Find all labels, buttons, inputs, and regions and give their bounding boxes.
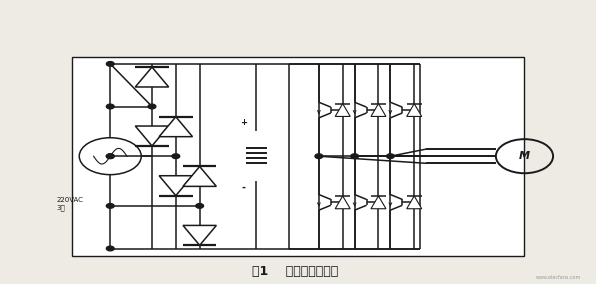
Polygon shape [406,196,422,209]
Polygon shape [406,104,422,116]
Circle shape [148,104,156,109]
Circle shape [350,154,359,158]
Polygon shape [371,196,386,209]
Polygon shape [135,67,169,87]
Polygon shape [159,176,193,196]
Circle shape [386,154,395,158]
Text: 图1    通用变频器电路: 图1 通用变频器电路 [252,265,338,278]
Circle shape [107,246,114,251]
Circle shape [172,154,180,158]
Circle shape [315,154,323,158]
Polygon shape [371,104,386,116]
Circle shape [107,154,114,158]
Polygon shape [335,104,350,116]
Circle shape [107,104,114,109]
Text: 220VAC
3相: 220VAC 3相 [57,197,83,211]
Polygon shape [183,166,216,186]
Text: +: + [240,118,247,127]
Text: -: - [241,183,245,193]
Circle shape [195,204,203,208]
Text: M: M [519,151,530,161]
Bar [72,57,524,256]
Polygon shape [159,117,193,137]
Polygon shape [135,126,169,146]
Text: www.elecfans.com: www.elecfans.com [536,275,581,280]
Polygon shape [335,196,350,209]
Circle shape [107,62,114,66]
Circle shape [107,204,114,208]
Polygon shape [183,225,216,245]
Circle shape [107,154,114,158]
